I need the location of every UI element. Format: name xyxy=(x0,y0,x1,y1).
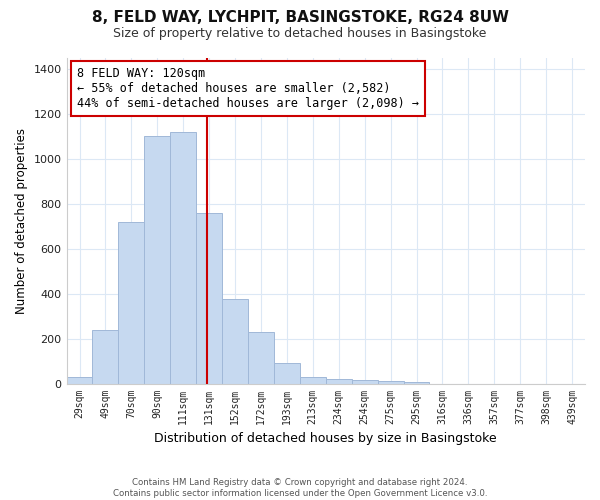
Bar xyxy=(377,382,404,384)
Bar xyxy=(170,132,196,384)
Bar xyxy=(326,379,352,384)
Text: 8 FELD WAY: 120sqm
← 55% of detached houses are smaller (2,582)
44% of semi-deta: 8 FELD WAY: 120sqm ← 55% of detached hou… xyxy=(77,68,419,110)
Text: Size of property relative to detached houses in Basingstoke: Size of property relative to detached ho… xyxy=(113,28,487,40)
Bar xyxy=(300,377,326,384)
Bar xyxy=(118,222,145,384)
Bar xyxy=(248,332,274,384)
Bar xyxy=(145,136,170,384)
Text: Contains HM Land Registry data © Crown copyright and database right 2024.
Contai: Contains HM Land Registry data © Crown c… xyxy=(113,478,487,498)
Bar xyxy=(352,380,377,384)
Bar xyxy=(274,364,300,384)
Text: 8, FELD WAY, LYCHPIT, BASINGSTOKE, RG24 8UW: 8, FELD WAY, LYCHPIT, BASINGSTOKE, RG24 … xyxy=(91,10,509,25)
Bar xyxy=(404,382,430,384)
Bar xyxy=(196,212,222,384)
Y-axis label: Number of detached properties: Number of detached properties xyxy=(15,128,28,314)
Bar xyxy=(92,330,118,384)
X-axis label: Distribution of detached houses by size in Basingstoke: Distribution of detached houses by size … xyxy=(154,432,497,445)
Bar xyxy=(67,377,92,384)
Bar xyxy=(222,299,248,384)
